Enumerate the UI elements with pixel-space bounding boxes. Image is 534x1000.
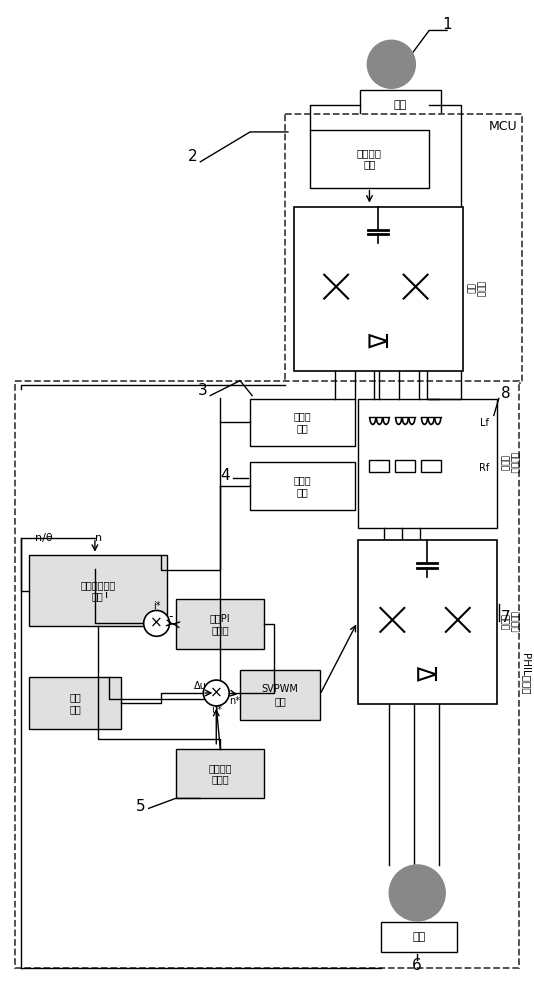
Bar	[29, 555, 167, 626]
Text: i: i	[105, 590, 108, 600]
Bar	[15, 381, 519, 968]
Text: Rf: Rf	[478, 463, 489, 473]
Bar	[250, 462, 355, 510]
Text: ×: ×	[210, 685, 223, 700]
Text: 2: 2	[187, 149, 197, 164]
Text: 电流采
集器: 电流采 集器	[294, 475, 311, 497]
Text: Δu: Δu	[194, 681, 207, 691]
Circle shape	[203, 680, 229, 706]
Bar	[310, 130, 429, 188]
Text: n/θ: n/θ	[35, 533, 53, 543]
Bar	[381, 922, 457, 952]
Text: n: n	[95, 533, 102, 543]
Text: 电机: 电机	[394, 100, 407, 110]
Text: 6: 6	[412, 958, 422, 973]
Text: u*: u*	[211, 705, 222, 715]
Text: 电流控制
单元: 电流控制 单元	[357, 148, 382, 170]
Bar	[421, 460, 441, 472]
Text: 7: 7	[501, 610, 511, 625]
Text: 4: 4	[221, 468, 230, 483]
Circle shape	[144, 610, 169, 636]
Text: Lf: Lf	[480, 418, 489, 428]
Bar	[285, 114, 522, 383]
Bar	[395, 460, 415, 472]
Text: 1: 1	[442, 17, 452, 32]
Text: 接口
电路: 接口 电路	[69, 692, 81, 714]
Text: 功率变频
变换器: 功率变频 变换器	[499, 611, 518, 633]
Text: PHIL模拟器: PHIL模拟器	[521, 653, 531, 695]
Text: 电压前馈
计算器: 电压前馈 计算器	[208, 763, 232, 784]
Text: -: -	[168, 610, 173, 623]
Text: i*: i*	[153, 601, 160, 611]
Circle shape	[367, 40, 415, 88]
Text: 变频驱
动器: 变频驱 动器	[465, 281, 484, 297]
Circle shape	[389, 865, 445, 921]
Bar	[250, 399, 355, 446]
Bar	[358, 399, 497, 528]
Text: 电机: 电机	[413, 932, 426, 942]
Text: 3: 3	[198, 383, 207, 398]
Text: MCU: MCU	[489, 120, 517, 133]
Bar	[240, 670, 320, 720]
Bar	[359, 90, 441, 120]
Text: 电压采
集器: 电压采 集器	[294, 412, 311, 433]
Bar	[29, 677, 121, 729]
Bar	[176, 749, 264, 798]
Text: 5: 5	[136, 799, 145, 814]
Text: 永磁同步电机
模型: 永磁同步电机 模型	[80, 580, 115, 601]
Bar	[23, 510, 320, 803]
Text: 耦合变压
器电路: 耦合变压 器电路	[499, 452, 518, 474]
Bar	[370, 460, 389, 472]
Text: 8: 8	[501, 386, 511, 401]
Text: 电流PI
控制器: 电流PI 控制器	[210, 614, 231, 635]
Text: SVPWM
调制: SVPWM 调制	[262, 684, 299, 706]
Bar	[176, 599, 264, 649]
Text: ×: ×	[150, 616, 163, 631]
Text: n*: n*	[229, 696, 240, 706]
Bar	[358, 540, 497, 704]
Bar	[294, 207, 463, 371]
